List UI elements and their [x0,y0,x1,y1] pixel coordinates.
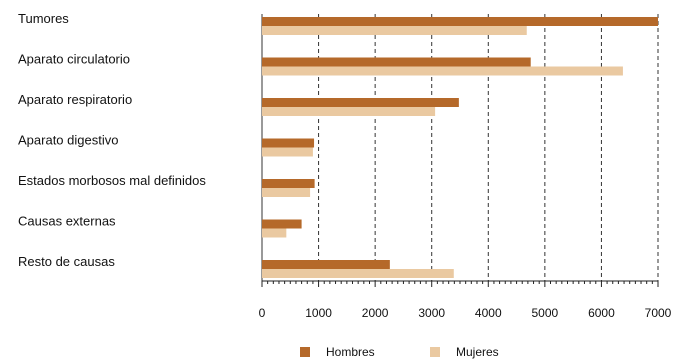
bar-mujeres-2 [262,107,436,116]
bar-hombres-2 [262,98,459,107]
category-labels: Tumores Aparato circulatorio Aparato respi… [18,11,206,269]
legend-swatch-hombres [300,347,310,357]
legend-swatch-mujeres [430,347,440,357]
tick-label-3: 3000 [418,306,445,320]
tick-label-0: 0 [259,306,266,320]
tick-label-7: 7000 [645,306,672,320]
tick-label-1: 1000 [305,306,332,320]
bar-mujeres-6 [262,269,454,278]
bar-mujeres-4 [262,188,311,197]
bar-hombres-3 [262,138,315,148]
legend-label-hombres: Hombres [326,345,375,359]
category-label-3: Aparato digestivo [18,133,118,148]
bar-hombres-6 [262,260,390,269]
grid-lines [261,14,659,281]
bar-mujeres-5 [262,228,287,238]
tick-label-2: 2000 [362,306,389,320]
category-label-4: Estados morbosos mal definidos [18,173,206,188]
tick-label-5: 5000 [532,306,559,320]
bar-mujeres-0 [262,26,527,35]
bar-mujeres-1 [262,66,623,76]
legend-label-mujeres: Mujeres [456,345,499,359]
category-label-6: Resto de causas [18,254,115,269]
category-label-5: Causas externas [18,214,116,229]
bar-hombres-5 [262,219,302,229]
tick-label-4: 4000 [475,306,502,320]
category-label-0: Tumores [18,11,69,26]
category-label-2: Aparato respiratorio [18,92,132,107]
bar-mujeres-3 [262,147,313,157]
tick-label-6: 6000 [588,306,615,320]
bar-hombres-1 [262,57,531,67]
bar-hombres-4 [262,179,315,188]
x-axis: 0 1000 2000 3000 4000 5000 6000 7000 [259,280,672,320]
category-label-1: Aparato circulatorio [18,52,130,67]
bars [262,17,658,278]
bar-hombres-0 [262,17,658,26]
legend: Hombres Mujeres [300,345,499,359]
